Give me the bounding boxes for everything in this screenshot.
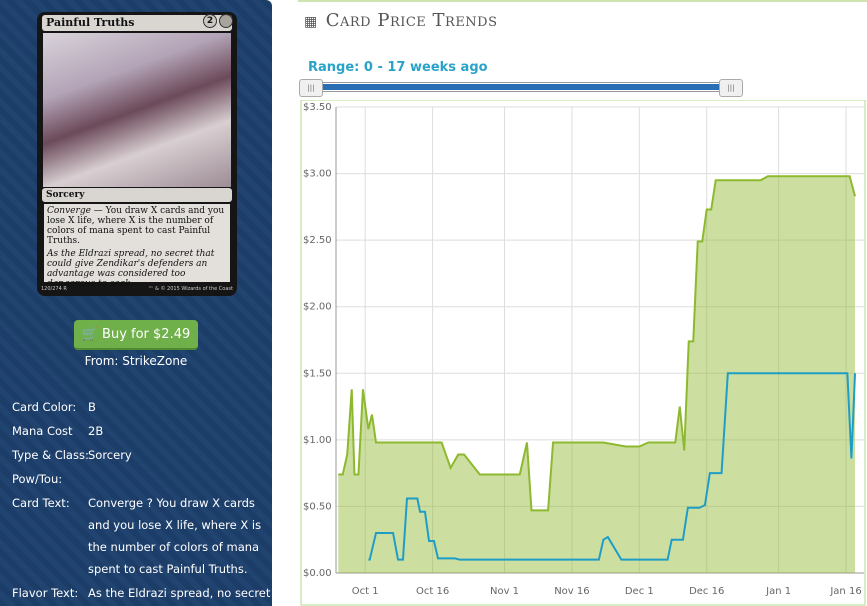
detail-label: Card Color:	[12, 400, 77, 414]
line	[368, 372, 857, 561]
x-tick-label: Oct 16	[416, 586, 449, 597]
x-tick-label: Nov 1	[490, 586, 519, 597]
rules-body: — You draw X cards and you lose X life, …	[47, 206, 225, 246]
y-tick-label: $1.50	[303, 368, 332, 379]
detail-label: Type & Class:	[12, 448, 89, 462]
range-label: Range: 0 - 17 weeks ago	[308, 60, 488, 75]
detail-value: the number of colors of mana	[88, 540, 260, 554]
y-tick-label: $3.00	[303, 169, 332, 180]
y-tick-label: $0.50	[303, 501, 332, 512]
buy-label[interactable]: Buy for $2.49	[102, 327, 191, 342]
detail-value: B	[88, 400, 96, 414]
panel-border	[298, 0, 867, 2]
detail-label: Pow/Tou:	[12, 472, 63, 486]
x-tick-label: Oct 1	[352, 586, 379, 597]
mana-symbol-black	[219, 14, 233, 28]
x-tick-label: Dec 16	[689, 586, 724, 597]
chart-frame	[300, 100, 866, 606]
x-tick-label: Jan 16	[829, 586, 861, 597]
collector-number: 120/274 R	[41, 286, 67, 292]
x-tick-label: Dec 1	[625, 586, 654, 597]
card-text-box: Converge — You draw X cards and you lose…	[44, 204, 230, 289]
section-heading: ▦ Card Price Trends	[304, 10, 498, 31]
y-tick-label: $2.50	[303, 235, 332, 246]
mana-cost: 2	[203, 14, 233, 28]
rules-keyword: Converge	[47, 206, 91, 216]
line	[338, 175, 856, 512]
slider-handle-right[interactable]: |||	[719, 79, 743, 97]
detail-value: and you lose X life, where X is	[88, 518, 262, 532]
card-name: Painful Truths	[42, 15, 232, 31]
card-image: Painful Truths 2 Sorcery Converge — You …	[37, 12, 237, 296]
y-tick-label: $1.00	[303, 435, 332, 446]
area	[338, 176, 856, 573]
rules-text: Converge — You draw X cards and you lose…	[47, 206, 227, 246]
detail-value: As the Eldrazi spread, no secret	[88, 586, 271, 600]
x-tick-label: Nov 16	[554, 586, 589, 597]
flavor-text: As the Eldrazi spread, no secret that co…	[47, 249, 215, 289]
slider-handle-left[interactable]: |||	[299, 79, 323, 97]
y-tick-label: $2.00	[303, 302, 332, 313]
price-chart: $0.00 $0.50 $1.00 $1.50 $2.00 $2.50 $3.00 $3.50…	[300, 100, 866, 606]
card-type-line: Sorcery	[42, 188, 232, 202]
slider-range	[307, 84, 731, 90]
detail-label: Card Text:	[12, 496, 70, 510]
card-footer: 120/274 R ™ & © 2015 Wizards of the Coas…	[41, 286, 233, 292]
detail-label: Flavor Text:	[12, 586, 79, 600]
heading-text: Card Price Trends	[325, 10, 498, 31]
detail-value: Sorcery	[88, 448, 132, 462]
y-tick-label: $3.50	[303, 102, 332, 113]
y-tick-label: $0.00	[303, 568, 332, 579]
x-tick-label: Jan 1	[765, 586, 791, 597]
buy-source: From: StrikeZone	[84, 354, 188, 368]
slider-track[interactable]: ||| |||	[299, 79, 743, 97]
card-panel: Painful Truths 2 Sorcery Converge — You …	[0, 0, 272, 606]
detail-value: spent to cast Painful Truths.	[88, 562, 248, 576]
copyright: ™ & © 2015 Wizards of the Coast	[148, 286, 233, 292]
detail-value: 2B	[88, 424, 104, 438]
buy-button[interactable]: 🛒 Buy for $2.49	[74, 320, 198, 350]
detail-label: Mana Cost	[12, 424, 73, 438]
calendar-icon: ▦	[304, 14, 318, 30]
card-art	[43, 33, 231, 187]
mana-symbol: 2	[203, 14, 217, 28]
detail-value: Converge ? You draw X cards	[88, 496, 255, 510]
